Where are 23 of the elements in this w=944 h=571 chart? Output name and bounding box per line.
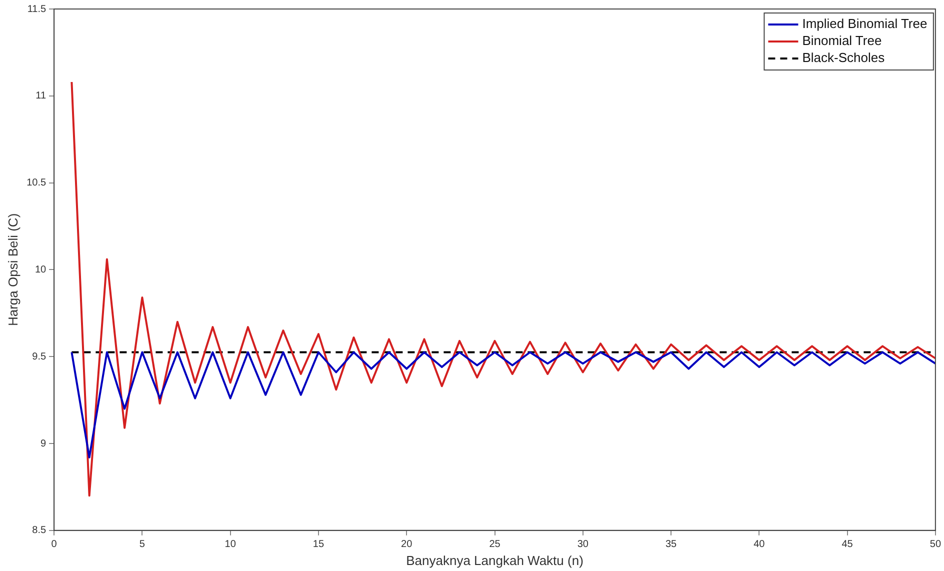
x-tick-label: 50	[930, 539, 942, 550]
x-tick-label: 45	[842, 539, 854, 550]
x-tick-label: 25	[489, 539, 501, 550]
y-tick-label: 10	[34, 264, 46, 276]
legend-label: Binomial Tree	[802, 33, 882, 48]
y-tick-label: 11	[36, 90, 46, 102]
x-axis-title: Banyaknya Langkah Waktu (n)	[406, 552, 584, 568]
y-tick-label: 9	[40, 438, 46, 450]
y-axis-title: Harga Opsi Beli (C)	[5, 213, 20, 326]
y-tick-label: 11.5	[27, 4, 46, 15]
y-tick-label: 8.5	[32, 525, 46, 536]
x-tick-label: 0	[51, 539, 58, 550]
x-tick-label: 10	[224, 539, 236, 550]
legend-label: Implied Binomial Tree	[802, 16, 928, 32]
x-tick-label: 30	[577, 539, 589, 550]
y-tick-label: 10.5	[26, 178, 46, 189]
y-tick-label: 9.5	[32, 351, 46, 362]
legend-label: Black-Scholes	[802, 50, 886, 66]
x-tick-label: 20	[401, 539, 413, 550]
x-tick-label: 40	[754, 539, 766, 550]
x-tick-label: 5	[139, 539, 146, 550]
x-tick-label: 15	[312, 539, 324, 550]
x-tick-label: 35	[665, 539, 678, 550]
